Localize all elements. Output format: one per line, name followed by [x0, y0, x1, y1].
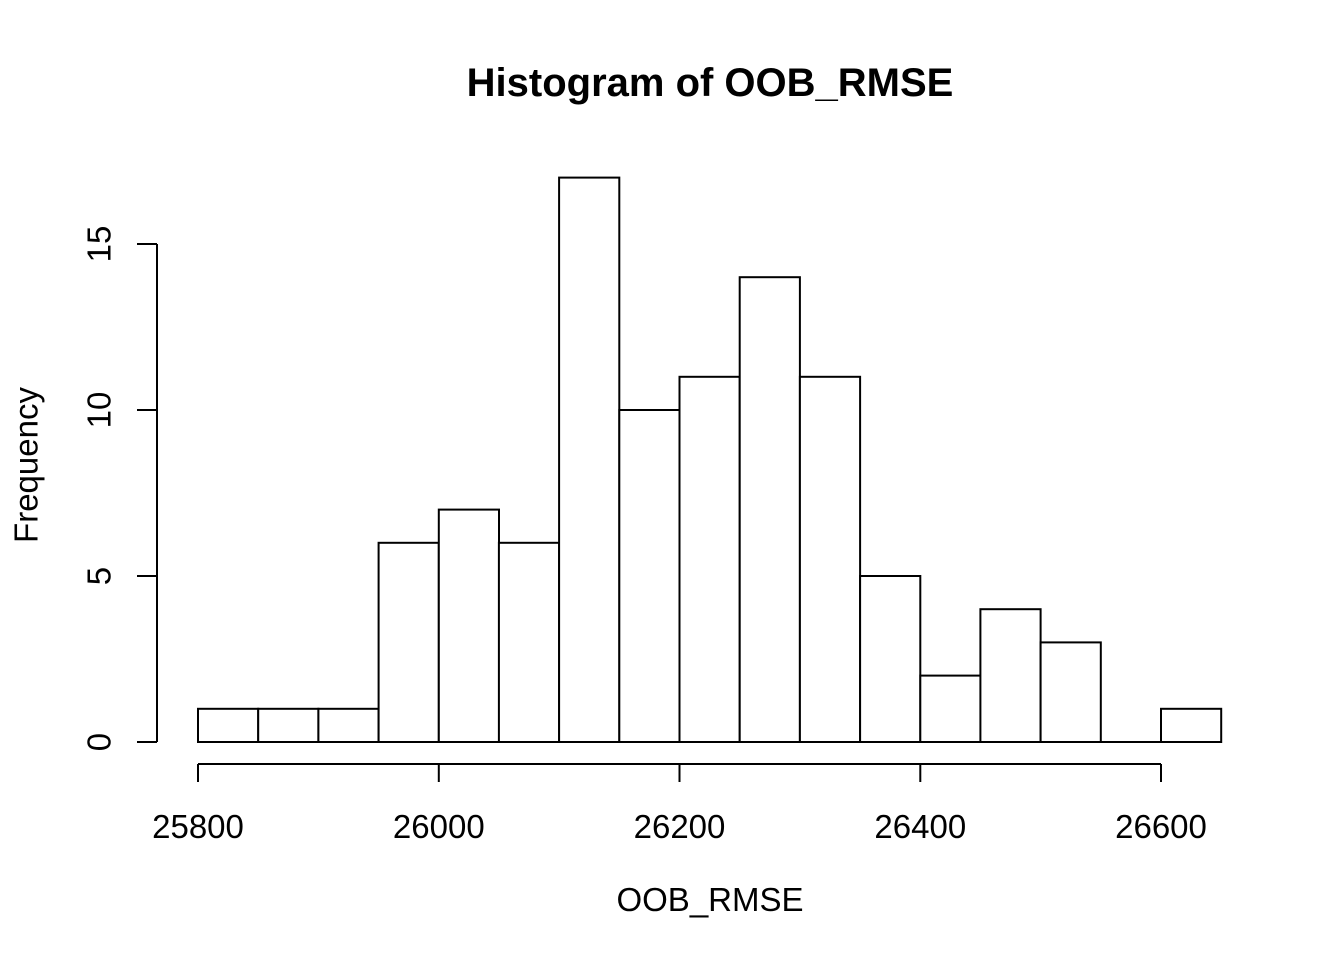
histogram-bar — [798, 375, 862, 743]
y-axis-tick-label: 5 — [81, 567, 118, 585]
y-axis-tick-label: 10 — [81, 392, 118, 429]
histogram-bar — [437, 508, 500, 743]
histogram-bar — [497, 541, 561, 743]
histogram-bar — [1160, 707, 1223, 743]
x-axis-tick-label: 26600 — [1115, 808, 1207, 845]
x-axis-tick-label: 26400 — [874, 808, 966, 845]
y-axis-tick-label: 15 — [81, 226, 118, 263]
histogram-bar — [558, 176, 621, 744]
histogram-bar — [377, 541, 440, 743]
axes-group: 25800 26000 26200 26400 26600 0 5 10 15 — [81, 226, 1207, 845]
histogram-bar — [257, 707, 320, 743]
histogram-bar — [738, 276, 801, 743]
y-axis-tick-label: 0 — [81, 733, 118, 751]
bars-group — [197, 176, 1223, 744]
histogram-bar — [197, 707, 260, 743]
histogram-bar — [859, 575, 922, 743]
x-axis-tick-label: 26200 — [634, 808, 726, 845]
histogram-bar — [317, 707, 380, 743]
x-axis-tick-label: 25800 — [152, 808, 244, 845]
chart-title: Histogram of OOB_RMSE — [467, 61, 954, 105]
histogram-bar — [618, 409, 681, 743]
y-axis-label: Frequency — [8, 387, 45, 543]
x-axis-label: OOB_RMSE — [616, 881, 803, 918]
histogram-bar — [1039, 641, 1102, 744]
histogram-bar — [919, 674, 982, 743]
histogram-bar — [678, 375, 741, 743]
histogram-bar — [979, 608, 1042, 744]
x-axis-tick-label: 26000 — [393, 808, 485, 845]
